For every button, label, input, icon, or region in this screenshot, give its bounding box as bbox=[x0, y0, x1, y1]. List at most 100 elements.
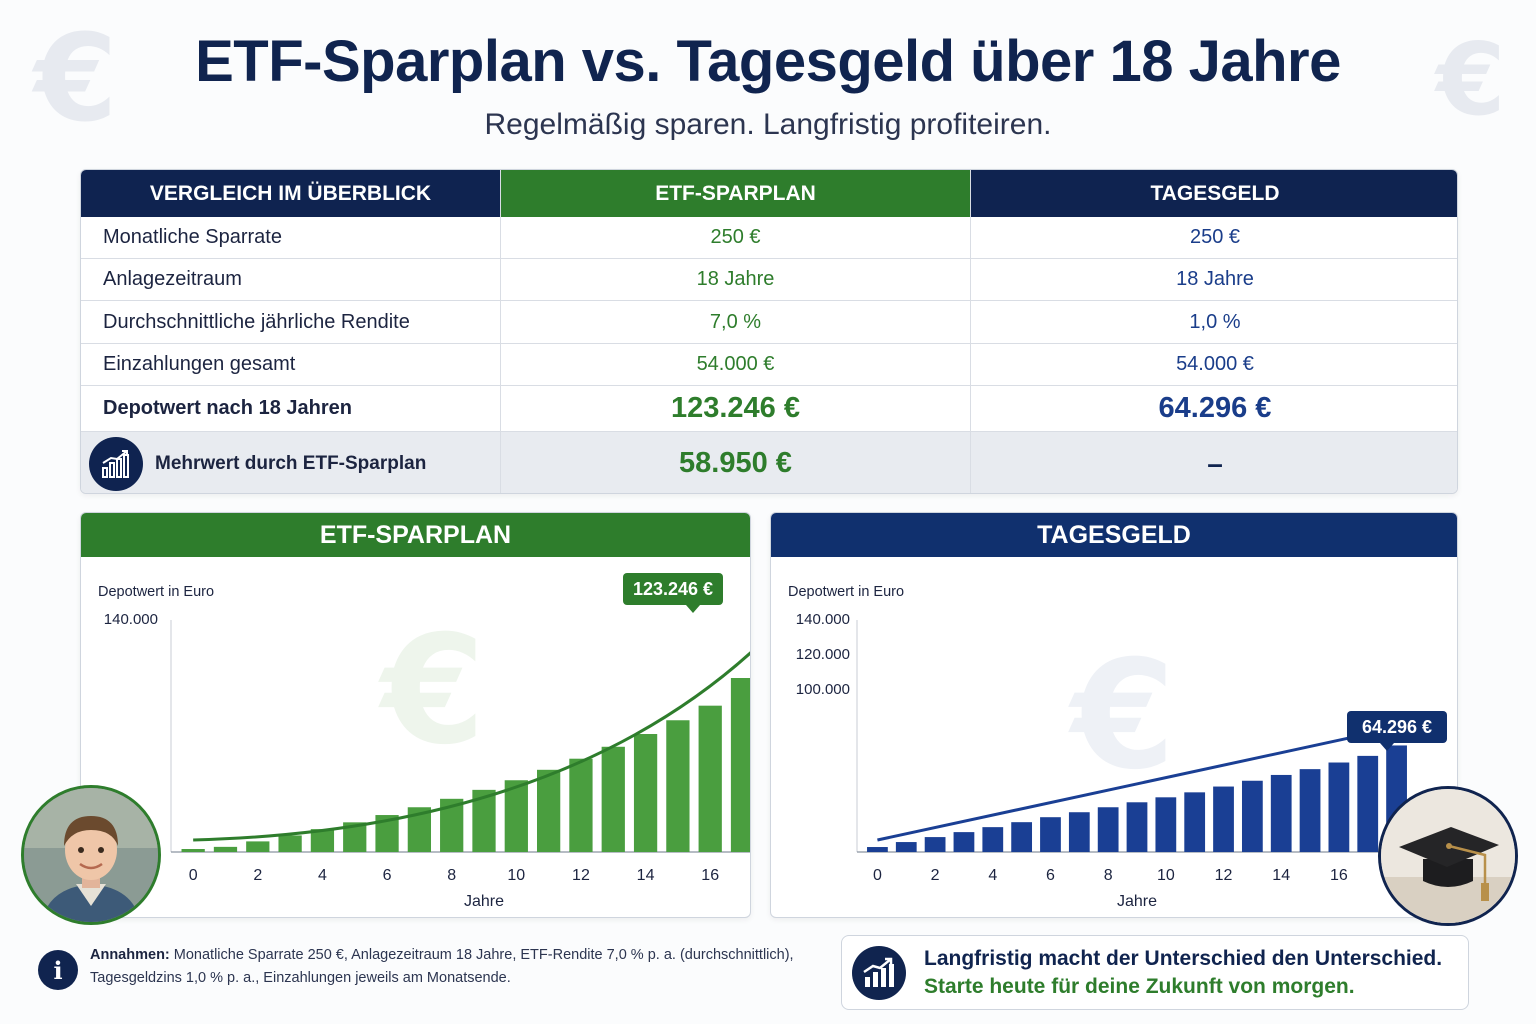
graduation-cap-icon bbox=[1378, 786, 1518, 926]
trend-arrow bbox=[877, 727, 1389, 842]
chart-bar bbox=[440, 798, 464, 852]
assumptions-note: i Annahmen: Monatliche Sparrate 250 €, A… bbox=[38, 944, 818, 990]
assumptions-line-2: Tagesgeldzins 1,0 % p. a., Einzahlungen … bbox=[90, 970, 511, 986]
row-label: Einzahlungen gesamt bbox=[81, 344, 501, 385]
y-tick-label: 120.000 bbox=[796, 646, 850, 663]
table-row: Anlagezeitraum 18 Jahre 18 Jahre bbox=[81, 259, 1457, 301]
x-tick-label: 14 bbox=[637, 867, 655, 884]
final-value-label: 123.246 € bbox=[633, 579, 713, 599]
euro-sign-icon: € bbox=[34, 10, 118, 149]
chart-bar bbox=[1241, 780, 1263, 852]
x-tick-label: 2 bbox=[931, 867, 940, 884]
chart-bar bbox=[895, 842, 917, 852]
cta-headline: Langfristig macht der Unterschied den Un… bbox=[924, 946, 1443, 970]
chart-bar bbox=[1040, 817, 1061, 852]
chart-bar bbox=[504, 780, 528, 852]
euro-sign-icon: € bbox=[1068, 629, 1175, 803]
chart-bar bbox=[407, 807, 432, 852]
x-tick-label: 8 bbox=[1104, 867, 1113, 884]
row-label: Durchschnittliche jährliche Rendite bbox=[81, 301, 501, 343]
chart-bar bbox=[536, 769, 561, 852]
etf-chart-panel: ETF-SPARPLAN € Depotwert in Euro 140.000 0 2… bbox=[80, 512, 751, 918]
row-label: Mehrwert durch ETF-Sparplan bbox=[81, 432, 501, 493]
chart-bar bbox=[924, 837, 946, 852]
chart-bar bbox=[213, 846, 238, 852]
table-row: Einzahlungen gesamt 54.000 € 54.000 € bbox=[81, 344, 1457, 386]
y-axis-label: Depotwert in Euro bbox=[788, 584, 904, 600]
panel-title: ETF-SPARPLAN bbox=[81, 513, 750, 557]
summary-label: Mehrwert durch ETF-Sparplan bbox=[155, 452, 427, 474]
etf-value: 18 Jahre bbox=[501, 259, 971, 300]
final-value-badge bbox=[623, 573, 723, 605]
chart-bar bbox=[278, 835, 302, 852]
chart-bar bbox=[982, 827, 1004, 852]
y-tick-label: 100.000 bbox=[796, 681, 850, 698]
x-tick-label: 6 bbox=[1046, 867, 1055, 884]
info-icon: i bbox=[38, 950, 78, 990]
page-subtitle: Regelmäßig sparen. Langfristig profiteir… bbox=[484, 108, 1052, 141]
chart-bar bbox=[1328, 762, 1350, 852]
table-header-cell: ETF-SPARPLAN bbox=[501, 170, 971, 217]
table-header-cell: TAGESGELD bbox=[971, 170, 1457, 217]
row-label: Monatliche Sparrate bbox=[81, 217, 501, 258]
assumptions-text: Annahmen: Monatliche Sparrate 250 €, Anl… bbox=[90, 944, 794, 990]
x-tick-label: 16 bbox=[701, 867, 719, 884]
euro-sign-icon: € bbox=[1436, 21, 1506, 138]
chart-bar bbox=[867, 847, 888, 852]
badge-pointer bbox=[686, 605, 700, 613]
chart-bar bbox=[472, 789, 496, 852]
tagesgeld-value: 18 Jahre bbox=[1176, 268, 1254, 290]
chart-bar bbox=[1011, 822, 1033, 852]
etf-value: 58.950 € bbox=[501, 432, 971, 493]
table-row: Monatliche Sparrate 250 € 250 € bbox=[81, 217, 1457, 259]
child-avatar bbox=[21, 785, 161, 925]
row-label: Depotwert nach 18 Jahren bbox=[81, 386, 501, 431]
chart-bar bbox=[1213, 786, 1234, 852]
chart-bar bbox=[730, 678, 750, 852]
chart-bar bbox=[633, 734, 658, 852]
tagesgeld-value: 64.296 € bbox=[1158, 392, 1272, 424]
tagesgeld-value: 1,0 % bbox=[1189, 310, 1241, 333]
x-tick-label: 4 bbox=[988, 867, 997, 884]
final-value-badge bbox=[1347, 711, 1447, 743]
final-value-label: 64.296 € bbox=[1362, 717, 1432, 737]
cta-subline: Starte heute für deine Zukunft von morge… bbox=[924, 974, 1355, 998]
y-axis-label: Depotwert in Euro bbox=[98, 584, 214, 600]
chart-bar bbox=[1299, 769, 1321, 852]
badge-pointer bbox=[1380, 743, 1394, 751]
x-tick-label: 4 bbox=[318, 867, 327, 884]
etf-chart: €Depotwert in Euro140.000024681012141618… bbox=[98, 573, 750, 910]
page-title: ETF-Sparplan vs. Tagesgeld über 18 Jahre bbox=[195, 29, 1341, 94]
chart-bar bbox=[601, 746, 625, 852]
trend-arrow bbox=[193, 651, 750, 842]
y-tick-label: 140.000 bbox=[104, 611, 158, 628]
x-tick-label: 10 bbox=[1157, 867, 1175, 884]
x-tick-label: 12 bbox=[572, 867, 590, 884]
growth-chart-icon bbox=[89, 436, 143, 491]
x-tick-label: 14 bbox=[1272, 867, 1290, 884]
x-tick-label: 16 bbox=[1330, 867, 1348, 884]
x-tick-label: 8 bbox=[447, 867, 456, 884]
etf-value: 123.246 € bbox=[501, 386, 971, 431]
cta-box: Langfristig macht der Unterschied den Un… bbox=[841, 935, 1469, 1010]
chart-bar bbox=[310, 829, 335, 852]
x-tick-label: 0 bbox=[873, 867, 882, 884]
chart-bar bbox=[1068, 812, 1090, 852]
etf-value: 250 € bbox=[501, 217, 971, 258]
x-tick-label: 2 bbox=[253, 867, 262, 884]
table-row: Durchschnittliche jährliche Rendite 7,0 … bbox=[81, 301, 1457, 344]
chart-bar bbox=[343, 822, 367, 852]
x-tick-label: 0 bbox=[189, 867, 198, 884]
tagesgeld-value: – bbox=[1207, 447, 1223, 479]
x-axis-label: Jahre bbox=[1117, 893, 1157, 910]
table-summary-row: Mehrwert durch ETF-Sparplan 58.950 € – bbox=[81, 432, 1457, 493]
chart-bar bbox=[569, 758, 593, 852]
x-axis-label: Jahre bbox=[464, 893, 504, 910]
growth-chart-icon bbox=[852, 945, 906, 1000]
tagesgeld-value: 54.000 € bbox=[1176, 353, 1254, 375]
chart-bar bbox=[666, 720, 690, 852]
chart-bar bbox=[246, 841, 270, 852]
tagesgeld-chart: € Depotwert in Euro 140.000 120.000 100.000 0… bbox=[788, 584, 1447, 910]
x-tick-label: 10 bbox=[507, 867, 525, 884]
x-tick-label: 12 bbox=[1215, 867, 1233, 884]
